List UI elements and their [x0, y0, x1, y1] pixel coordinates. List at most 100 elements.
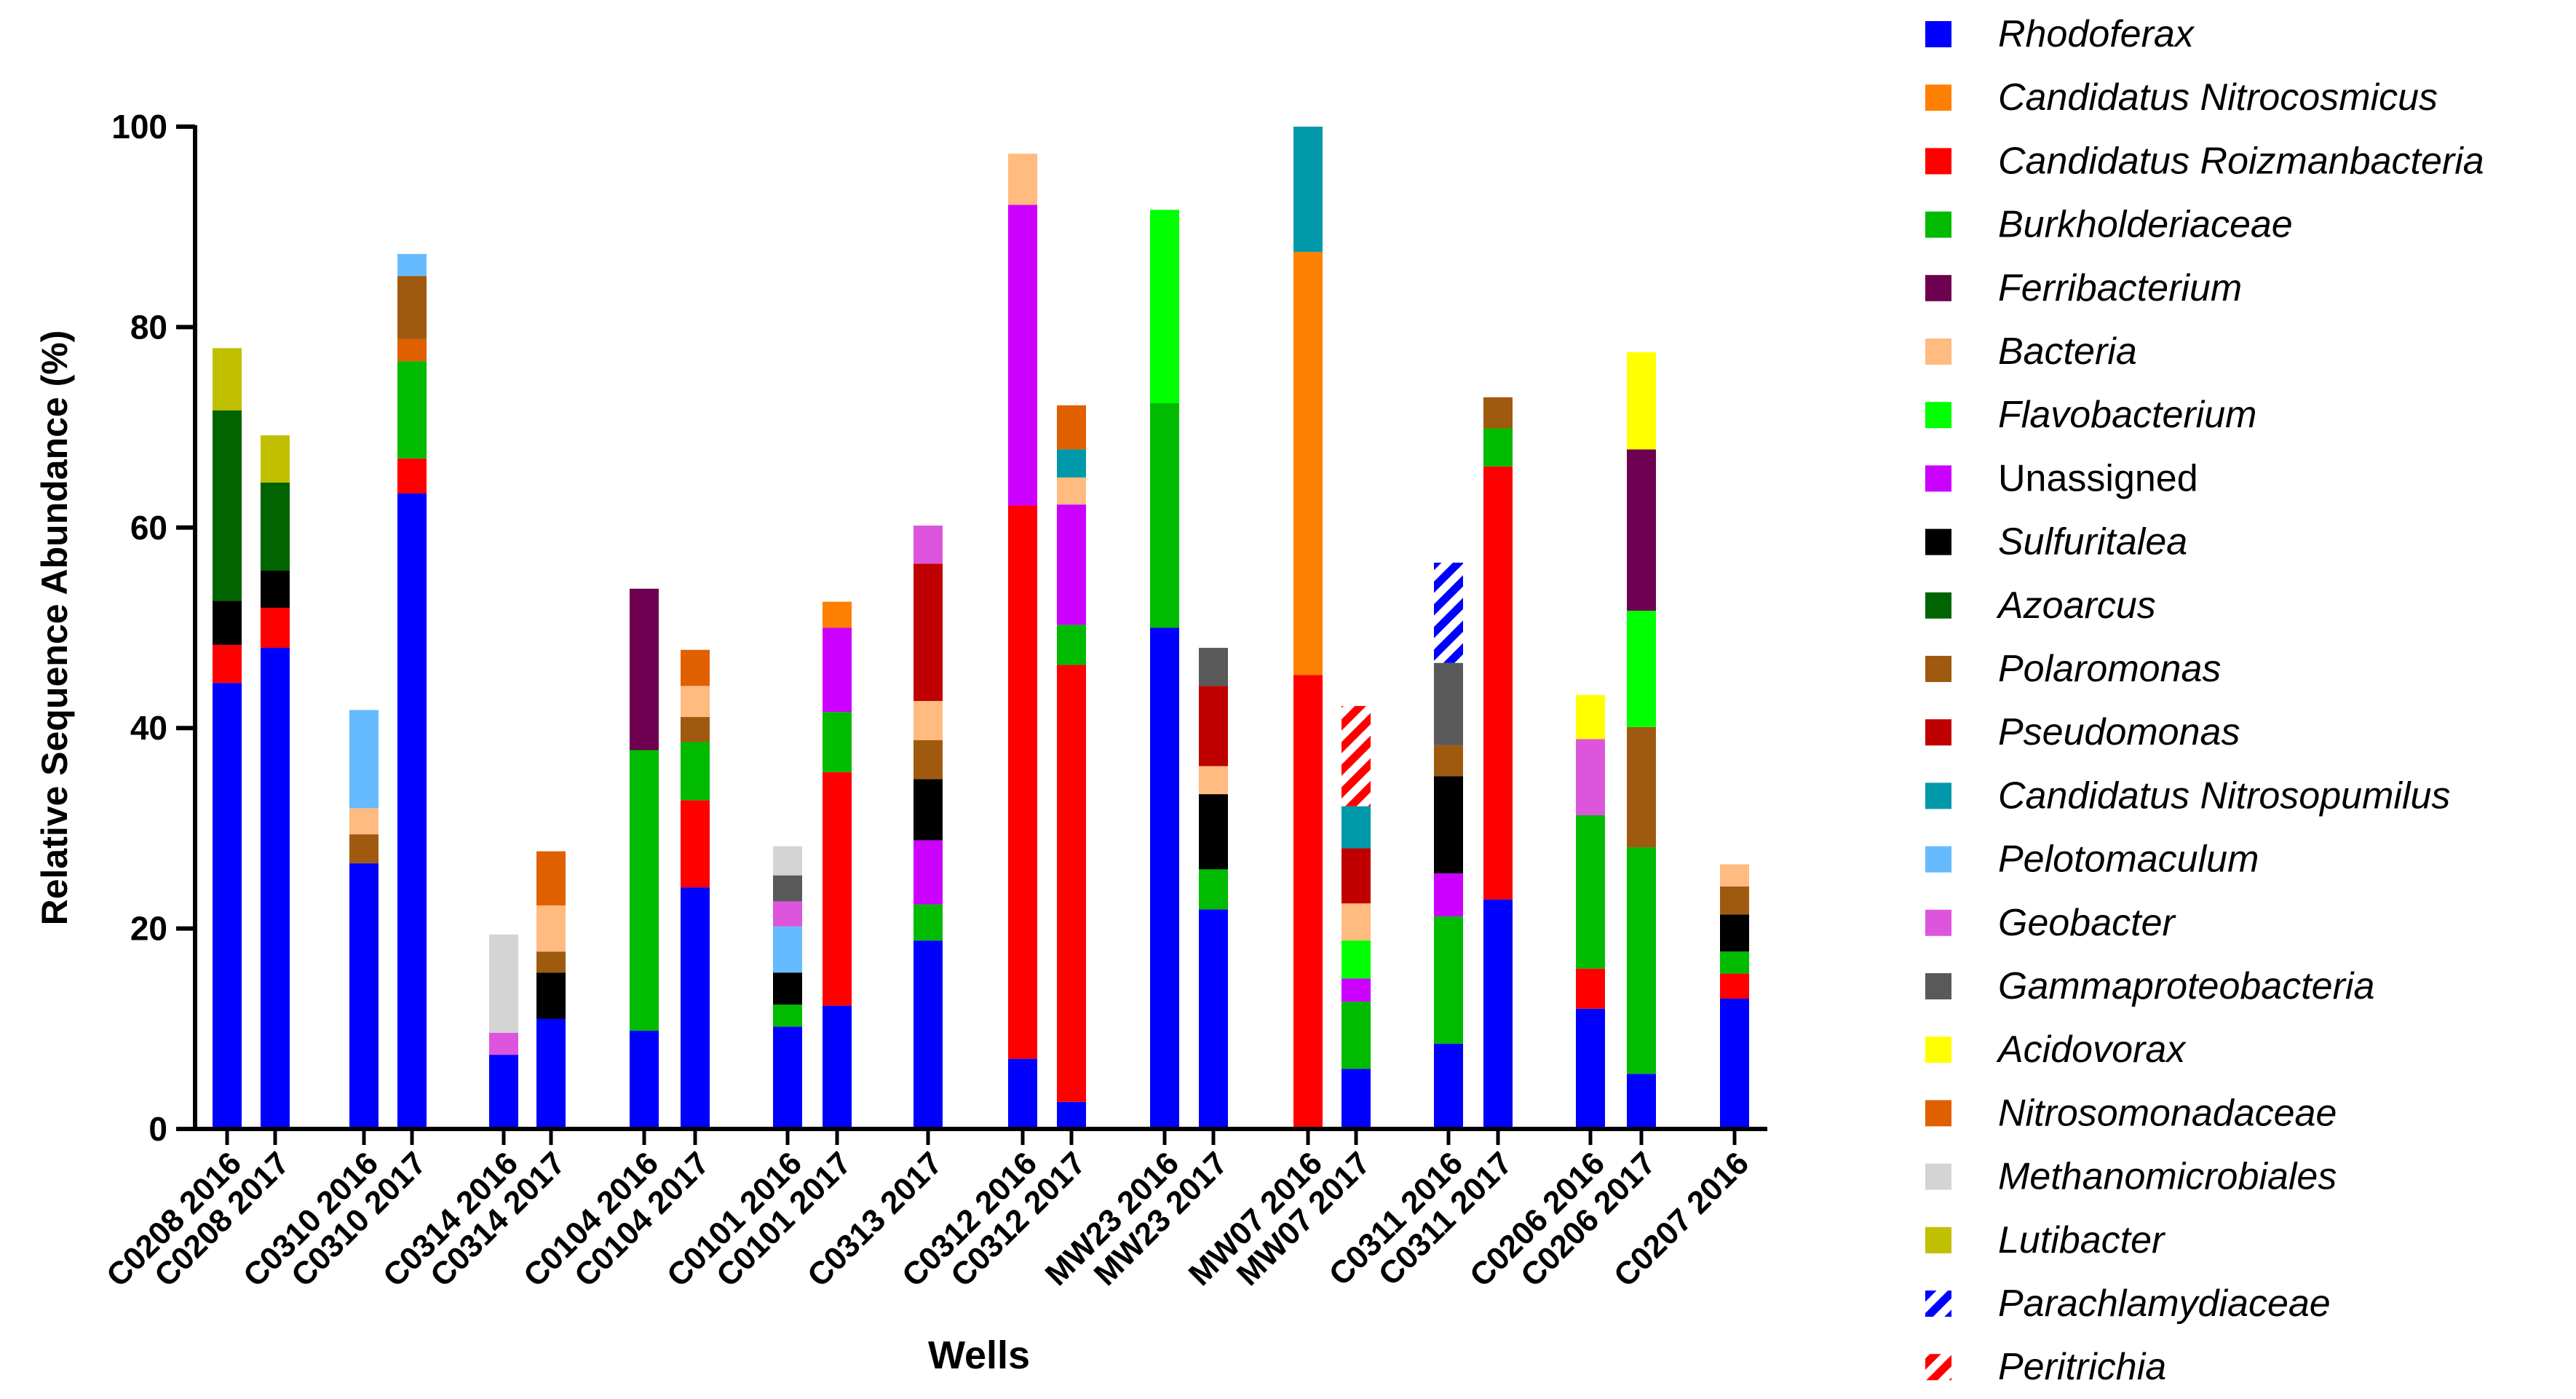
segment-mw07-2017-pseudomonas [1341, 848, 1371, 904]
legend-item-candidatus-nitrosopumilus: Candidatus Nitrosopumilus [1925, 774, 2450, 817]
bar-c0311-2016 [1434, 562, 1463, 1129]
legend-label-candidatus-roizmanbacteria: Candidatus Roizmanbacteria [1998, 140, 2484, 182]
segment-c0311-2016-sulfuritalea [1434, 776, 1463, 873]
segment-c0208-2017-candidatus-roizmanbacteria [261, 607, 290, 649]
legend-item-candidatus-nitrocosmicus: Candidatus Nitrocosmicus [1925, 76, 2438, 119]
bar-mw07-2017 [1341, 705, 1371, 1129]
segment-c0314-2016-methanomicrobiales [489, 934, 518, 1033]
segment-c0310-2016-pelotomaculum [349, 710, 379, 809]
y-axis-label: Relative Sequence Abundance (%) [34, 330, 75, 926]
legend-item-flavobacterium: Flavobacterium [1925, 394, 2256, 436]
legend-label-bacteria: Bacteria [1998, 330, 2137, 373]
segment-c0312-2017-bacteria [1057, 477, 1086, 505]
y-tick-label-20: 20 [130, 910, 167, 948]
legend-item-methanomicrobiales: Methanomicrobiales [1925, 1156, 2337, 1198]
legend-label-azoarcus: Azoarcus [1996, 584, 2156, 627]
segment-c0101-2016-pelotomaculum [773, 926, 802, 973]
segment-c0311-2016-burkholderiaceae [1434, 916, 1463, 1044]
legend-item-rhodoferax: Rhodoferax [1925, 13, 2195, 55]
legend-item-azoarcus: Azoarcus [1925, 584, 2156, 627]
segment-c0104-2016-burkholderiaceae [630, 750, 659, 1031]
segment-c0104-2016-rhodoferax [630, 1031, 659, 1129]
bar-c0208-2016 [213, 348, 242, 1129]
segment-c0310-2017-rhodoferax [397, 493, 427, 1129]
legend-label-methanomicrobiales: Methanomicrobiales [1998, 1156, 2337, 1198]
segment-c0312-2017-nitrosomonadaceae [1057, 405, 1086, 450]
y-tick-label-100: 100 [111, 108, 167, 146]
segment-c0206-2017-ferribacterium [1627, 449, 1656, 611]
legend: Rhodoferax Candidatus Nitrocosmicus Candid… [1925, 13, 2484, 1388]
segment-c0312-2017-candidatus-roizmanbacteria [1057, 665, 1086, 1102]
legend-label-pelotomaculum: Pelotomaculum [1998, 839, 2259, 881]
y-tick-label-40: 40 [130, 709, 167, 747]
legend-swatch-unassigned [1925, 465, 1951, 492]
segment-c0207-2016-candidatus-roizmanbacteria [1720, 973, 1749, 999]
segment-c0206-2016-geobacter [1576, 739, 1605, 815]
legend-swatch-azoarcus [1925, 592, 1951, 619]
legend-label-parachlamydiaceae: Parachlamydiaceae [1998, 1283, 2331, 1325]
segment-c0312-2017-burkholderiaceae [1057, 625, 1086, 665]
segment-c0206-2017-burkholderiaceae [1627, 847, 1656, 1074]
bar-c0206-2017 [1627, 352, 1656, 1129]
y-tick-label-60: 60 [130, 509, 167, 547]
segment-c0206-2017-acidovorax [1627, 352, 1656, 450]
segment-c0312-2016-unassigned [1008, 205, 1037, 506]
legend-swatch-peritrichia [1925, 1354, 1951, 1381]
legend-item-ferribacterium: Ferribacterium [1925, 267, 2242, 309]
legend-label-gammaproteobacteria: Gammaproteobacteria [1998, 965, 2374, 1007]
segment-mw07-2017-burkholderiaceae [1341, 1002, 1371, 1069]
segment-c0101-2017-rhodoferax [823, 1005, 852, 1129]
segment-mw23-2017-rhodoferax [1199, 909, 1228, 1129]
segment-c0310-2017-burkholderiaceae [397, 361, 427, 459]
bar-c0310-2016 [349, 710, 379, 1129]
segment-c0104-2017-bacteria [681, 686, 710, 718]
bar-mw07-2016 [1293, 127, 1323, 1129]
segment-mw07-2017-flavobacterium [1341, 940, 1371, 979]
segment-mw07-2016-candidatus-nitrocosmicus [1293, 252, 1323, 675]
segment-c0101-2016-rhodoferax [773, 1026, 802, 1129]
bar-mw23-2017 [1199, 648, 1228, 1129]
segment-c0312-2016-rhodoferax [1008, 1058, 1037, 1129]
segment-c0101-2016-sulfuritalea [773, 972, 802, 1005]
segment-c0314-2017-nitrosomonadaceae [536, 851, 566, 905]
segment-c0312-2016-bacteria [1008, 154, 1037, 205]
segment-c0313-2017-burkholderiaceae [914, 904, 943, 941]
segment-mw07-2017-peritrichia [1341, 705, 1371, 806]
legend-item-pseudomonas: Pseudomonas [1925, 711, 2240, 753]
legend-swatch-lutibacter [1925, 1226, 1951, 1253]
legend-item-acidovorax: Acidovorax [1925, 1029, 2187, 1071]
segment-c0310-2017-nitrosomonadaceae [397, 338, 427, 362]
legend-label-burkholderiaceae: Burkholderiaceae [1998, 204, 2293, 246]
segment-c0310-2016-bacteria [349, 808, 379, 835]
y-tick-label-0: 0 [148, 1110, 167, 1148]
legend-item-unassigned: Unassigned [1925, 457, 2198, 499]
legend-swatch-pseudomonas [1925, 719, 1951, 746]
bar-c0314-2017 [536, 851, 566, 1129]
legend-swatch-flavobacterium [1925, 402, 1951, 429]
segment-c0101-2016-geobacter [773, 901, 802, 927]
legend-swatch-bacteria [1925, 338, 1951, 365]
legend-item-sulfuritalea: Sulfuritalea [1925, 521, 2187, 563]
legend-label-peritrichia: Peritrichia [1998, 1346, 2166, 1388]
bar-c0104-2016 [630, 588, 659, 1129]
legend-label-lutibacter: Lutibacter [1998, 1219, 2166, 1261]
legend-swatch-nitrosomonadaceae [1925, 1100, 1951, 1127]
segment-c0101-2016-gammaproteobacteria [773, 875, 802, 902]
segment-c0314-2016-rhodoferax [489, 1055, 518, 1129]
y-tick-label-80: 80 [130, 308, 167, 346]
legend-label-candidatus-nitrocosmicus: Candidatus Nitrocosmicus [1998, 76, 2438, 119]
bar-c0101-2017 [823, 601, 852, 1129]
legend-item-polaromonas: Polaromonas [1925, 648, 2221, 690]
x-axis-label: Wells [928, 1333, 1030, 1377]
segment-c0104-2016-ferribacterium [630, 588, 659, 750]
axes-layer [193, 125, 1767, 1131]
segment-mw07-2017-bacteria [1341, 903, 1371, 941]
segment-c0208-2017-lutibacter [261, 435, 290, 483]
segment-c0208-2017-sulfuritalea [261, 571, 290, 608]
segment-c0314-2017-sulfuritalea [536, 972, 566, 1019]
segment-c0312-2016-candidatus-roizmanbacteria [1008, 505, 1037, 1059]
segment-c0312-2017-candidatus-nitrosopumilus [1057, 449, 1086, 477]
segment-c0206-2017-flavobacterium [1627, 611, 1656, 727]
segment-c0314-2016-geobacter [489, 1032, 518, 1055]
